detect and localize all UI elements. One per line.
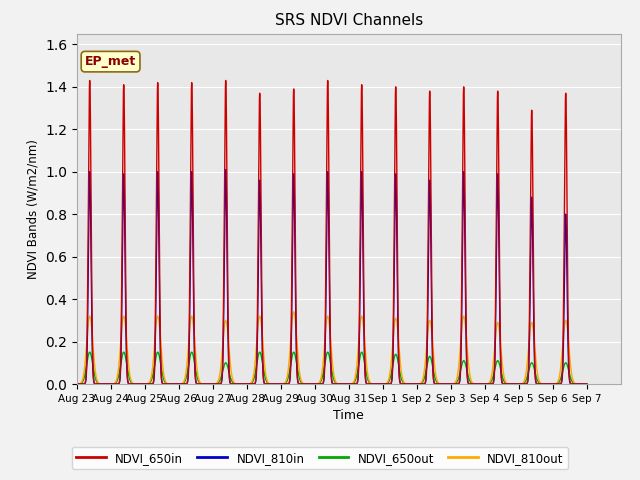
Legend: NDVI_650in, NDVI_810in, NDVI_650out, NDVI_810out: NDVI_650in, NDVI_810in, NDVI_650out, NDV… [72, 447, 568, 469]
NDVI_810in [556, 381, 564, 387]
NDVI_650in [556, 381, 564, 387]
NDVI_810out [290, 309, 298, 315]
NDVI_810in [534, 381, 541, 387]
NDVI_650out [583, 381, 591, 387]
NDVI_810out [392, 315, 400, 321]
Title: SRS NDVI Channels: SRS NDVI Channels [275, 13, 423, 28]
Line: NDVI_650in: NDVI_650in [77, 81, 587, 384]
NDVI_810out [73, 381, 81, 387]
NDVI_810in [392, 175, 400, 181]
NDVI_650out [269, 381, 276, 387]
NDVI_650out [556, 378, 564, 384]
NDVI_810out [534, 371, 541, 376]
Line: NDVI_650out: NDVI_650out [77, 352, 587, 384]
NDVI_810in [134, 381, 141, 387]
NDVI_650in [536, 381, 543, 387]
NDVI_810out [556, 371, 564, 377]
NDVI_650out [243, 381, 251, 387]
Y-axis label: NDVI Bands (W/m2/nm): NDVI Bands (W/m2/nm) [26, 139, 40, 279]
NDVI_650out [134, 381, 142, 387]
NDVI_650in [134, 381, 142, 387]
NDVI_650out [86, 349, 93, 355]
NDVI_650in [392, 90, 400, 96]
NDVI_650in [583, 381, 591, 387]
NDVI_650in [86, 78, 93, 84]
NDVI_650out [392, 352, 400, 358]
NDVI_810out [134, 381, 141, 387]
NDVI_810in [73, 381, 81, 387]
NDVI_810in [222, 167, 230, 172]
NDVI_810out [268, 381, 276, 387]
Text: EP_met: EP_met [85, 55, 136, 68]
NDVI_810out [515, 381, 523, 387]
Line: NDVI_810out: NDVI_810out [77, 312, 587, 384]
X-axis label: Time: Time [333, 409, 364, 422]
NDVI_650out [73, 381, 81, 387]
NDVI_810in [536, 381, 543, 387]
NDVI_650out [534, 377, 541, 383]
NDVI_650in [534, 381, 541, 387]
NDVI_810out [583, 381, 591, 387]
NDVI_810out [536, 379, 543, 385]
NDVI_810in [583, 381, 591, 387]
Line: NDVI_810in: NDVI_810in [77, 169, 587, 384]
NDVI_650in [73, 381, 81, 387]
NDVI_650in [549, 381, 557, 387]
NDVI_650in [268, 381, 276, 387]
NDVI_810in [268, 381, 276, 387]
NDVI_650out [536, 381, 543, 386]
